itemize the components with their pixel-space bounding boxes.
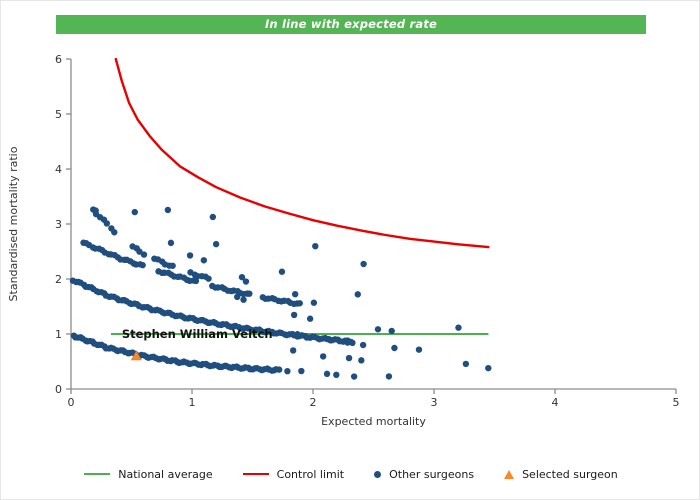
legend-item-national-average: National average xyxy=(84,467,213,481)
selected-surgeon-label: Stephen William Veitch xyxy=(122,327,273,341)
surgeon-dot xyxy=(344,339,351,346)
surgeon-dot xyxy=(290,311,298,319)
surgeon-dot xyxy=(360,260,367,268)
legend-item-selected-surgeon: Selected surgeon xyxy=(504,468,618,481)
x-tick-label: 3 xyxy=(431,396,438,409)
surgeon-dot xyxy=(296,300,303,307)
surgeon-dot xyxy=(275,366,283,373)
surgeon-dot xyxy=(167,239,175,247)
surgeon-dot xyxy=(319,353,327,360)
chart-legend: National average Control limit Other sur… xyxy=(1,461,699,487)
surgeon-dot xyxy=(209,213,217,221)
x-tick-label: 2 xyxy=(310,396,317,409)
x-axis-title: Expected mortality xyxy=(321,415,426,428)
control-limit-line-icon xyxy=(242,473,269,475)
x-tick-label: 4 xyxy=(552,396,559,409)
y-tick-label: 1 xyxy=(55,328,62,341)
surgeon-dot xyxy=(139,261,146,269)
surgeon-dot xyxy=(212,240,220,248)
surgeon-dot xyxy=(289,347,297,354)
surgeon-dot xyxy=(242,278,250,285)
surgeon-dot xyxy=(298,367,305,375)
surgeon-dot xyxy=(349,339,356,347)
status-banner: In line with expected rate xyxy=(56,15,646,34)
surgeon-dot xyxy=(485,364,492,372)
surgeon-dot xyxy=(169,262,176,269)
surgeon-dot xyxy=(325,335,333,343)
surgeon-dot xyxy=(140,251,148,258)
y-tick-label: 2 xyxy=(55,273,62,286)
surgeon-dot xyxy=(238,273,246,281)
y-tick-label: 4 xyxy=(55,163,62,176)
y-axis-title: Standardised mortality ratio xyxy=(7,146,20,301)
legend-label: National average xyxy=(118,467,213,481)
surgeon-dot xyxy=(323,370,331,378)
y-tick-label: 6 xyxy=(55,53,62,66)
surgeon-dot xyxy=(92,207,99,214)
surgeon-dot xyxy=(391,344,398,352)
legend-label: Control limit xyxy=(276,467,345,481)
surgeon-dot xyxy=(374,326,382,333)
surgeon-dot xyxy=(333,371,340,379)
surgeon-dot xyxy=(312,243,319,250)
funnel-plot: 0 1 2 3 4 5 0 1 2 3 4 5 6 Expected mortality Standardi… xyxy=(7,53,680,428)
control-limit-curve xyxy=(114,57,490,249)
surgeon-dot xyxy=(131,208,138,216)
surgeon-dot xyxy=(186,252,194,259)
surgeon-dot xyxy=(291,290,299,298)
surgeon-dot xyxy=(284,367,291,375)
other-surgeons-dot-icon xyxy=(374,470,382,478)
surgeon-dot xyxy=(246,290,253,297)
y-tick-label: 5 xyxy=(55,108,62,121)
x-tick-label: 0 xyxy=(68,396,75,409)
surgeon-dot xyxy=(455,324,462,331)
national-average-line-icon xyxy=(84,473,111,475)
surgeon-dot xyxy=(234,293,241,301)
legend-label: Selected surgeon xyxy=(522,467,618,481)
surgeon-dot xyxy=(278,268,286,275)
surgeon-dot xyxy=(240,296,247,303)
x-tick-label: 5 xyxy=(673,396,680,409)
surgeon-dot xyxy=(205,275,212,282)
surgeon-dot xyxy=(200,257,208,264)
surgeon-dot xyxy=(350,373,358,380)
surgeon-dot xyxy=(415,346,423,353)
surgeon-dot xyxy=(306,315,314,322)
surgeon-dot xyxy=(354,291,361,298)
selected-surgeon-marker xyxy=(130,350,142,361)
legend-item-control-limit: Control limit xyxy=(242,467,345,481)
x-tick-label: 1 xyxy=(189,396,196,409)
surgeon-dot xyxy=(359,341,367,349)
surgeon-dot xyxy=(388,327,395,335)
surgeon-dot xyxy=(294,331,301,338)
legend-item-other-surgeons: Other surgeons xyxy=(374,468,474,481)
selected-surgeon-triangle-icon xyxy=(504,469,515,479)
surgeon-dot xyxy=(164,206,172,214)
legend-label: Other surgeons xyxy=(389,467,475,481)
surgeon-dot xyxy=(345,354,353,362)
y-tick-label: 0 xyxy=(55,383,62,396)
surgeon-dot xyxy=(358,357,365,364)
surgeon-dot xyxy=(111,229,118,236)
surgeon-dot xyxy=(462,360,470,368)
surgeon-dot xyxy=(310,299,318,306)
surgeon-dot xyxy=(136,248,143,255)
y-tick-label: 3 xyxy=(55,218,62,231)
surgeon-dot xyxy=(385,373,393,380)
surgeon-dot xyxy=(103,220,111,227)
